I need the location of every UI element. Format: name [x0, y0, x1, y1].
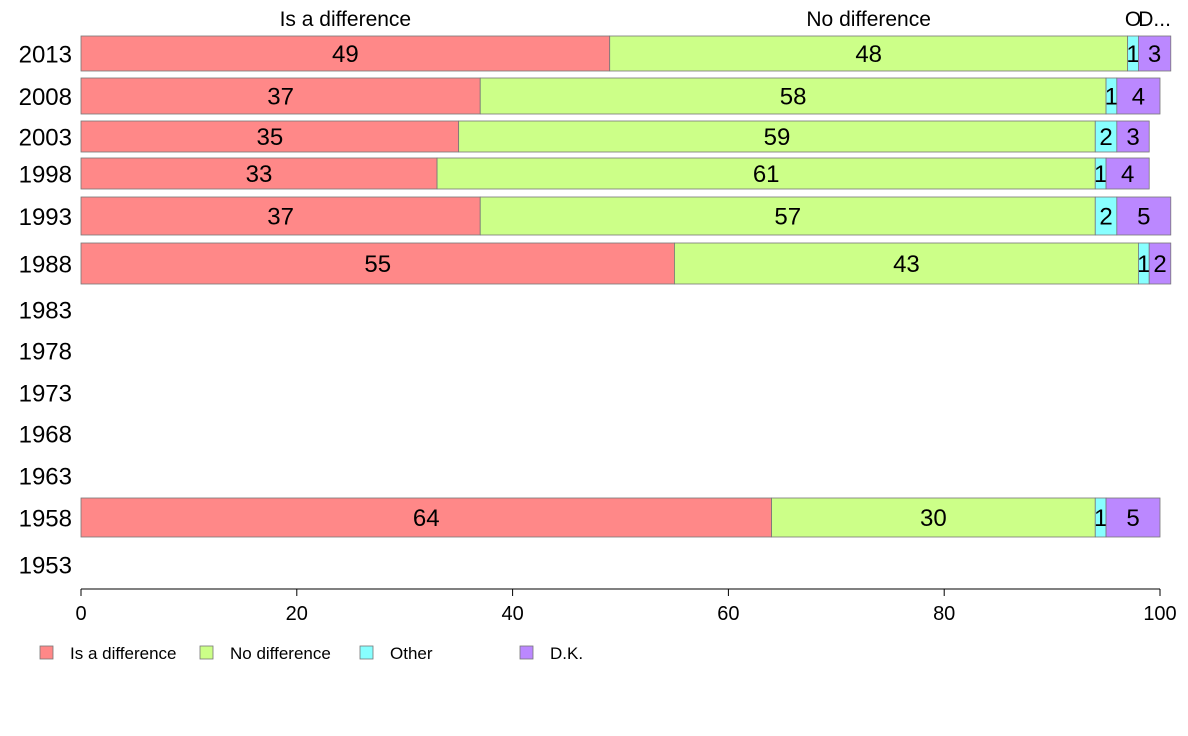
- bar-segment-d-k-: [1105, 157, 1150, 190]
- data-label: 59: [764, 124, 791, 151]
- row-1953: 1953: [19, 553, 72, 580]
- x-tick-label: 40: [501, 603, 523, 625]
- row-1993: 1993 37 57 2 5: [19, 196, 1172, 236]
- data-label: 57: [774, 204, 801, 231]
- row-1968: 1968: [19, 422, 72, 449]
- bar-segment-no-difference: [479, 196, 1096, 236]
- data-label: 58: [780, 84, 807, 111]
- bar-segment-d-k-: [1105, 497, 1161, 538]
- data-label: 2: [1153, 251, 1166, 278]
- data-label: 1: [1137, 251, 1150, 278]
- x-axis: 0 20 40 60 80 100: [75, 588, 1177, 625]
- data-label: 1: [1105, 84, 1118, 111]
- bar-segment-no-difference: [609, 35, 1129, 72]
- data-label: 4: [1121, 161, 1134, 188]
- category-label: 1958: [19, 506, 72, 533]
- bar-segment-is-a-difference: [80, 120, 460, 153]
- data-label: 55: [364, 251, 391, 278]
- bar-segment-d-k-: [1116, 196, 1172, 236]
- bar-segment-d-k-: [1148, 242, 1172, 285]
- data-label: 1: [1094, 161, 1107, 188]
- legend-label: No difference: [230, 644, 331, 663]
- legend-swatch: [519, 645, 534, 660]
- category-label: 1973: [19, 381, 72, 408]
- row-1998: 1998 33 61 1 4: [19, 157, 1150, 190]
- data-label: 37: [267, 204, 294, 231]
- data-label: 64: [413, 505, 440, 532]
- category-label: 1978: [19, 339, 72, 366]
- bar-segment-d-k-: [1116, 77, 1161, 115]
- bar-segment-is-a-difference: [80, 196, 481, 236]
- data-label: 3: [1148, 41, 1161, 68]
- data-label: 1: [1094, 505, 1107, 532]
- legend-label: Other: [390, 644, 433, 663]
- row-1958: 1958 64 30 1 5: [19, 497, 1161, 538]
- category-label: 2013: [19, 42, 72, 69]
- category-label: 1983: [19, 298, 72, 325]
- data-label: 3: [1126, 124, 1139, 151]
- category-label: 2008: [19, 84, 72, 111]
- category-label: 1968: [19, 422, 72, 449]
- bar-segment-is-a-difference: [80, 497, 772, 538]
- data-label: 61: [753, 161, 780, 188]
- x-tick-label: 100: [1143, 603, 1176, 625]
- bar-segment-no-difference: [771, 497, 1096, 538]
- row-1978: 1978: [19, 339, 72, 366]
- series-header: D...: [1138, 8, 1171, 31]
- row-2008: 2008 37 58 1 4: [19, 77, 1161, 115]
- category-label: 1988: [19, 252, 72, 279]
- row-2013: 2013 49 48 1 3: [19, 35, 1172, 72]
- x-tick-label: 20: [286, 603, 308, 625]
- row-1973: 1973: [19, 381, 72, 408]
- data-label: 2: [1099, 204, 1112, 231]
- series-header: No difference: [806, 8, 931, 31]
- data-label: 30: [920, 505, 947, 532]
- data-label: 49: [332, 41, 359, 68]
- bar-segment-no-difference: [479, 77, 1107, 115]
- legend-swatch: [199, 645, 214, 660]
- legend: Is a difference No difference Other D.K.: [39, 644, 583, 663]
- data-label: 35: [256, 124, 283, 151]
- legend-item: Other: [359, 644, 433, 663]
- data-label: 5: [1126, 505, 1139, 532]
- data-label: 1: [1126, 41, 1139, 68]
- x-tick-label: 60: [717, 603, 739, 625]
- legend-swatch: [359, 645, 374, 660]
- data-label: 4: [1132, 84, 1145, 111]
- legend-item: No difference: [199, 644, 331, 663]
- row-1983: 1983: [19, 298, 72, 325]
- bar-segment-no-difference: [674, 242, 1139, 285]
- data-label: 33: [246, 161, 273, 188]
- bar-segment-no-difference: [436, 157, 1096, 190]
- data-label: 37: [267, 84, 294, 111]
- legend-item: D.K.: [519, 644, 583, 663]
- data-label: 2: [1099, 124, 1112, 151]
- category-label: 1993: [19, 204, 72, 231]
- row-1988: 1988 55 43 1 2: [19, 242, 1172, 285]
- row-2003: 2003 35 59 2 3: [19, 120, 1150, 153]
- legend-swatch: [39, 645, 54, 660]
- legend-label: D.K.: [550, 644, 583, 663]
- x-tick-label: 0: [75, 603, 86, 625]
- category-label: 1963: [19, 464, 72, 491]
- bar-segment-is-a-difference: [80, 242, 675, 285]
- series-headers: Is a difference No difference OD...: [280, 8, 1171, 31]
- bar-segment-d-k-: [1138, 35, 1172, 72]
- series-header: Is a difference: [280, 8, 412, 31]
- category-label: 1953: [19, 553, 72, 580]
- category-label: 1998: [19, 162, 72, 189]
- data-label: 5: [1137, 204, 1150, 231]
- bar-segment-d-k-: [1116, 120, 1150, 153]
- x-tick-label: 80: [933, 603, 955, 625]
- bar-segment-is-a-difference: [80, 77, 481, 115]
- legend-item: Is a difference: [39, 644, 176, 663]
- legend-label: Is a difference: [70, 644, 176, 663]
- data-label: 48: [855, 41, 882, 68]
- data-label: 43: [893, 251, 920, 278]
- row-1963: 1963: [19, 464, 72, 491]
- series-header: O: [1125, 8, 1141, 31]
- category-label: 2003: [19, 125, 72, 152]
